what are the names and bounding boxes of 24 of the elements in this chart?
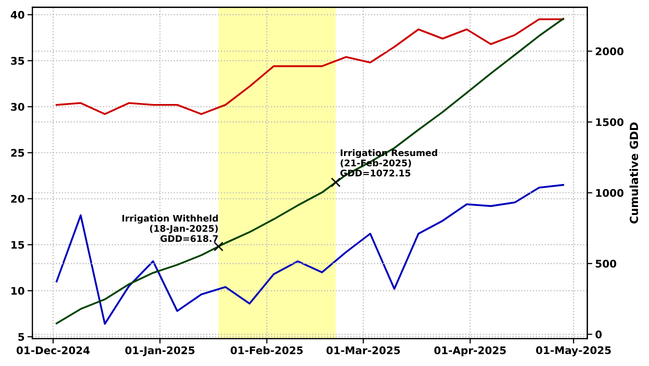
y-tick-label: 35 (11, 56, 24, 65)
y-tick-label: 5 (18, 333, 24, 341)
x-tick-label: 01-May-2025 (536, 346, 611, 356)
y-tick-label: 10 (11, 286, 24, 295)
annotation: Irrigation Withheld (18-Jan-2025) GDD=618.7 (122, 214, 218, 242)
y2-tick-label: 0 (595, 330, 602, 338)
y-tick-label: 40 (10, 10, 24, 19)
y-tick-label: 20 (11, 194, 24, 203)
x-tick-label: 01-Dec-2024 (16, 346, 90, 354)
x-tick-label: 01-Jan-2025 (125, 346, 194, 356)
line-series (56, 18, 564, 324)
line-series (56, 184, 564, 325)
y2-tick-label: 1000 (596, 188, 624, 197)
y2-tick-label: 1500 (596, 118, 624, 126)
y-tick-label: 30 (11, 102, 24, 111)
x-tick-label: 01-Feb-2025 (230, 346, 303, 354)
x-tick-label: 01-Mar-2025 (326, 346, 400, 354)
line-series (56, 18, 564, 115)
x-tick-label: 01-Apr-2025 (434, 346, 506, 356)
y-tick-label: 25 (11, 148, 24, 157)
y2-axis-title: Cumulative GDD (630, 122, 638, 224)
y-tick-label: 15 (11, 241, 24, 249)
y2-tick-label: 2000 (596, 47, 624, 56)
y2-tick-label: 500 (596, 260, 616, 268)
